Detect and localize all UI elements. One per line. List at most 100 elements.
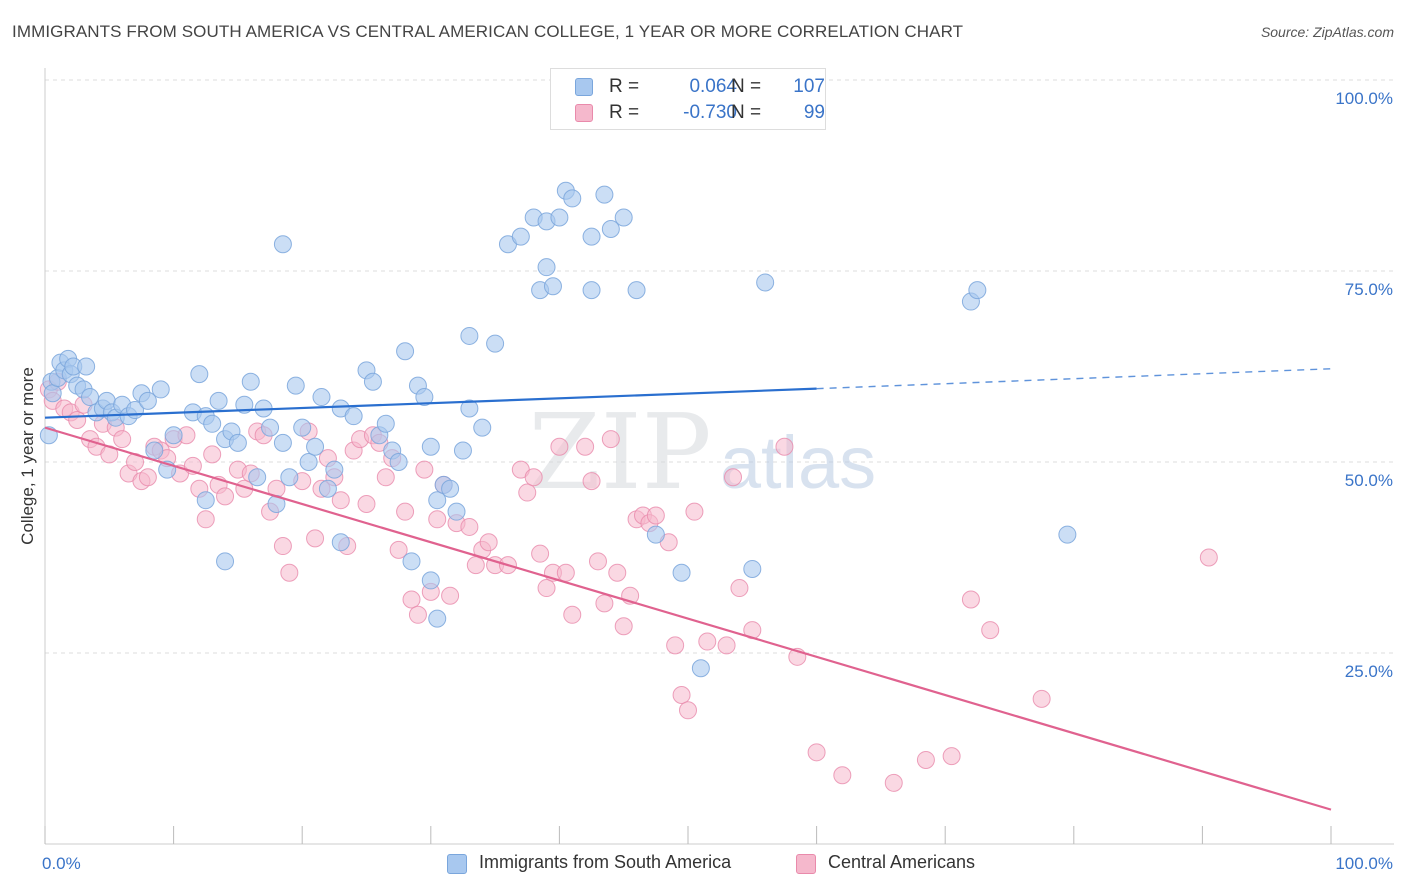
south-america-point — [389, 453, 408, 471]
central-americans-point — [608, 563, 627, 582]
south-america-point — [77, 357, 96, 376]
south-america-point — [614, 208, 633, 227]
central-americans-point — [588, 552, 607, 571]
south-america-point — [543, 277, 562, 296]
south-america-point — [81, 388, 100, 407]
south-america-point — [151, 380, 170, 399]
south-america-point — [145, 441, 164, 460]
south-america-point — [601, 219, 620, 238]
bottom-legend-label: Immigrants from South America — [479, 852, 732, 872]
central-americans-point — [595, 594, 614, 613]
tick-labels: 25.0% 50.0% 75.0% 100.0% 0.0% 100.0% — [42, 89, 1393, 873]
south-america-point — [1058, 525, 1077, 544]
south-america-point — [331, 533, 350, 552]
south-america-point — [273, 235, 292, 254]
south-america-point — [460, 399, 479, 418]
central-americans-point — [428, 510, 447, 529]
central-americans-point — [672, 686, 691, 705]
south-america-point — [216, 552, 235, 571]
central-americans-point — [331, 491, 350, 510]
south-america-point — [582, 281, 601, 300]
south-america-point — [241, 372, 260, 391]
south-america-point — [164, 426, 183, 445]
south-america-point — [563, 189, 582, 208]
central-americans-point — [376, 468, 395, 487]
south-america-point — [273, 433, 292, 452]
south-america-point — [190, 365, 209, 384]
south-america-point — [537, 258, 556, 277]
south-america-point — [286, 376, 305, 395]
central-americans-point — [833, 766, 852, 785]
legend-n-label: N = — [731, 76, 762, 97]
bottom-legend-swatch-pink — [796, 854, 816, 874]
south-america-point — [363, 372, 382, 391]
central-americans-point — [466, 556, 485, 575]
south-america-point — [627, 281, 646, 300]
watermark-atlas: atlas — [720, 421, 876, 504]
central-americans-point — [730, 579, 749, 598]
south-america-point — [396, 342, 415, 361]
south-america-point — [261, 418, 280, 437]
central-americans-point — [916, 750, 935, 769]
central-americans-point — [563, 605, 582, 624]
legend-r-value: -0.730 — [683, 102, 737, 123]
y-tick-label: 100.0% — [1335, 89, 1393, 108]
south-america-trend-extension — [816, 368, 1332, 390]
central-americans-point — [724, 468, 743, 487]
south-america-point — [460, 326, 479, 345]
south-america-point — [196, 491, 215, 510]
central-americans-point — [68, 410, 87, 429]
central-americans-point — [396, 502, 415, 521]
central-americans-point — [679, 701, 697, 720]
south-america-point — [306, 437, 325, 456]
central-americans-point — [306, 529, 325, 548]
correlation-legend: R = 0.064 N = 107 R = -0.730 N = 99 — [550, 68, 826, 130]
central-americans-point — [582, 472, 601, 491]
central-americans-point — [601, 430, 620, 449]
central-americans-point — [698, 632, 717, 651]
south-america-point — [402, 552, 421, 571]
legend-r-label: R = — [609, 102, 640, 123]
central-americans-point — [479, 533, 498, 552]
south-america-point — [968, 281, 987, 300]
y-tick-label: 25.0% — [1345, 662, 1393, 681]
central-americans-point — [531, 544, 550, 563]
south-america-point — [376, 414, 395, 433]
south-america-trend-line — [44, 387, 817, 419]
south-america-point — [209, 391, 228, 410]
y-tick-label: 75.0% — [1345, 280, 1393, 299]
legend-n-value: 99 — [803, 102, 825, 123]
central-americans-point — [666, 636, 685, 655]
central-americans-point — [550, 437, 569, 456]
central-americans-point — [216, 487, 235, 506]
x-tick-label: 0.0% — [42, 854, 81, 873]
south-america-point — [582, 227, 601, 246]
south-america-point — [293, 418, 312, 437]
south-america-point — [511, 227, 530, 246]
central-americans-point — [357, 495, 376, 514]
central-americans-point — [717, 636, 736, 655]
south-america-point — [473, 418, 492, 437]
south-america-point — [415, 388, 434, 407]
south-america-point — [595, 185, 614, 204]
y-tick-label: 50.0% — [1345, 471, 1393, 490]
bottom-legend-label: Central Americans — [828, 852, 976, 872]
central-americans-point — [807, 743, 826, 762]
south-america-point — [447, 502, 466, 521]
legend-r-value: 0.064 — [689, 76, 737, 97]
south-america-point — [691, 659, 710, 678]
south-america-point — [672, 563, 691, 582]
south-america-point — [318, 479, 337, 498]
south-america-point — [646, 525, 665, 544]
x-tick-label: 100.0% — [1335, 854, 1393, 873]
central-americans-trend-line — [44, 426, 1332, 811]
south-america-point — [248, 468, 267, 487]
south-america-point — [228, 433, 247, 452]
central-americans-point — [203, 445, 222, 464]
south-america-point — [756, 273, 775, 292]
south-america-point — [138, 391, 157, 410]
central-americans-point — [460, 517, 479, 536]
chart-source: Source: ZipAtlas.com — [1260, 24, 1394, 40]
south-america-point — [743, 559, 762, 578]
